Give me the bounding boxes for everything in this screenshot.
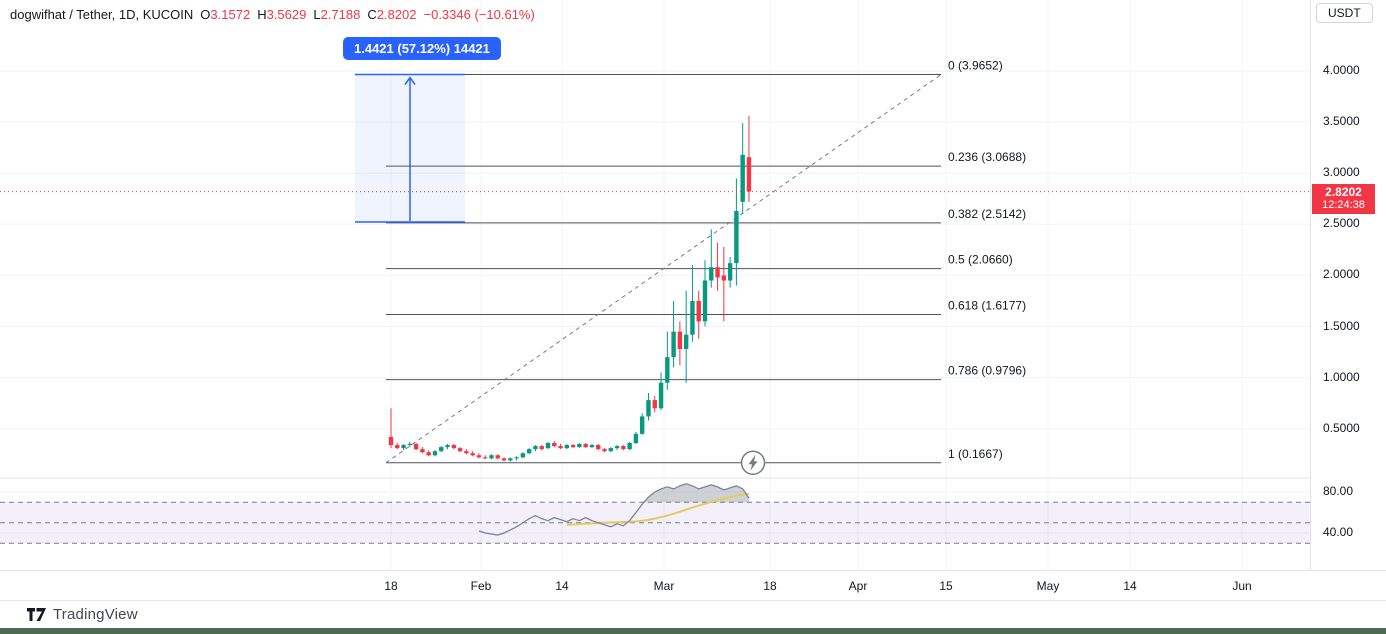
price-tick-label: 1.0000 bbox=[1323, 369, 1360, 384]
tradingview-logo-text: TradingView bbox=[53, 606, 138, 623]
price-tick-label: 4.0000 bbox=[1323, 63, 1360, 77]
ohlc-close: C2.8202 bbox=[367, 7, 417, 22]
fib-level-label: 0 (3.9652) bbox=[948, 59, 1003, 73]
rsi-band bbox=[0, 501, 1310, 544]
time-tick-label: Mar bbox=[653, 579, 675, 593]
axis-tick-marks bbox=[390, 70, 1314, 574]
time-tick-label: 14 bbox=[1123, 579, 1137, 593]
bar-countdown: 12:24:38 bbox=[1322, 198, 1365, 211]
rsi-overbought-fill bbox=[478, 483, 749, 503]
price-tick-label: 2.0000 bbox=[1323, 267, 1360, 282]
ohlc-open: O3.1572 bbox=[200, 7, 251, 22]
time-tick-label: Apr bbox=[848, 579, 868, 593]
time-tick-label: 18 bbox=[763, 579, 777, 593]
price-tick-label: 3.5000 bbox=[1323, 114, 1360, 129]
time-tick-label: 14 bbox=[555, 579, 569, 593]
grid-lines bbox=[0, 0, 1310, 570]
candles-layer bbox=[388, 115, 752, 462]
current-price-value: 2.8202 bbox=[1325, 184, 1362, 199]
rsi-indicator bbox=[478, 483, 750, 536]
price-tick-label: 3.0000 bbox=[1323, 165, 1360, 180]
fib-level-label: 1 (0.1667) bbox=[948, 447, 1003, 461]
tradingview-logo-icon bbox=[27, 607, 46, 621]
price-axis[interactable]: USDT 2.8202 12:24:38 4.0000 3.5000 3.0000 2… bbox=[1310, 0, 1386, 570]
time-tick-label: Feb bbox=[470, 579, 492, 593]
symbol-header: dogwifhat / Tether, 1D, KUCOIN O3.1572 H… bbox=[10, 7, 535, 22]
price-tick-label: 2.5000 bbox=[1323, 216, 1360, 231]
time-tick-label: May bbox=[1036, 579, 1060, 593]
rsi-ma-line bbox=[566, 492, 750, 526]
ohlc-high: H3.5629 bbox=[257, 7, 307, 22]
fib-level-label: 0.382 (2.5142) bbox=[948, 207, 1026, 221]
quick-trade-button[interactable] bbox=[740, 450, 766, 476]
ohlc-high-value: 3.5629 bbox=[266, 7, 307, 22]
price-tick-label: 1.5000 bbox=[1323, 318, 1360, 333]
symbol-title[interactable]: dogwifhat / Tether, 1D, KUCOIN bbox=[10, 7, 194, 22]
time-tick-label: Jun bbox=[1232, 579, 1252, 593]
fib-level-label: 0.5 (2.0660) bbox=[948, 253, 1013, 267]
price-tick-label: 40.00 bbox=[1323, 525, 1354, 539]
tradingview-logo[interactable]: TradingView bbox=[27, 606, 138, 623]
lightning-icon bbox=[748, 454, 758, 471]
time-axis[interactable]: 18 Feb 14 Mar 18 Apr 15 May 14 Jun bbox=[0, 570, 1386, 600]
time-tick-label: 15 bbox=[939, 579, 953, 593]
price-tick-label: 80.00 bbox=[1323, 484, 1354, 498]
ohlc-low-value: 2.7188 bbox=[320, 7, 361, 22]
measure-label[interactable]: 1.4421 (57.12%) 14421 bbox=[343, 37, 501, 60]
ohlc-low: L2.7188 bbox=[313, 7, 361, 22]
bottom-accent-bar bbox=[0, 628, 1386, 634]
ohlc-close-value: 2.8202 bbox=[376, 7, 417, 22]
change-value: −0.3346 (−10.61%) bbox=[423, 7, 535, 22]
ohlc-open-value: 3.1572 bbox=[210, 7, 251, 22]
chart-canvas[interactable]: 0 (3.9652) 0.236 (3.0688) 0.382 (2.5142) 0.… bbox=[0, 0, 1386, 600]
current-price-badge: 2.8202 12:24:38 bbox=[1312, 183, 1375, 215]
fib-level-label: 0.618 (1.6177) bbox=[948, 298, 1026, 312]
measure-tool[interactable] bbox=[355, 73, 465, 223]
fib-level-label: 0.236 (3.0688) bbox=[948, 150, 1026, 164]
fib-retracement[interactable]: 0 (3.9652) 0.236 (3.0688) 0.382 (2.5142) 0.… bbox=[386, 59, 1026, 464]
time-tick-label: 18 bbox=[384, 579, 398, 593]
rsi-line bbox=[478, 483, 750, 536]
currency-button[interactable]: USDT bbox=[1316, 3, 1373, 23]
fib-level-label: 0.786 (0.9796) bbox=[948, 364, 1026, 378]
price-tick-label: 0.5000 bbox=[1323, 420, 1360, 435]
footer: TradingView bbox=[0, 600, 1386, 628]
trend-line[interactable] bbox=[385, 74, 942, 464]
